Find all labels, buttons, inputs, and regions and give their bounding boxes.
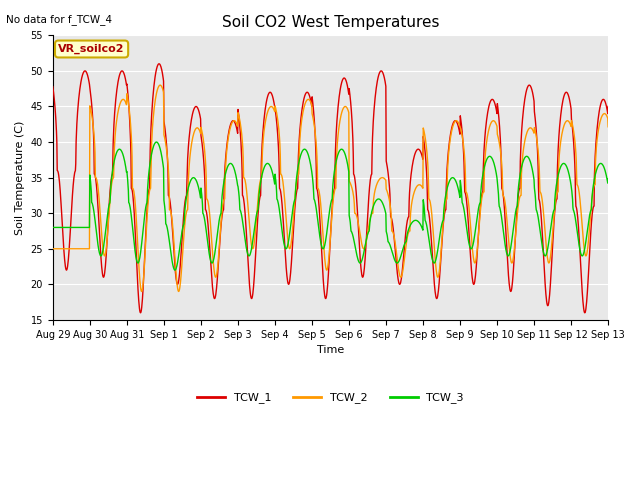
Title: Soil CO2 West Temperatures: Soil CO2 West Temperatures	[221, 15, 439, 30]
Text: No data for f_TCW_4: No data for f_TCW_4	[6, 14, 113, 25]
Y-axis label: Soil Temperature (C): Soil Temperature (C)	[15, 120, 25, 235]
X-axis label: Time: Time	[317, 345, 344, 355]
Text: VR_soilco2: VR_soilco2	[58, 44, 125, 54]
Legend: TCW_1, TCW_2, TCW_3: TCW_1, TCW_2, TCW_3	[193, 388, 468, 408]
